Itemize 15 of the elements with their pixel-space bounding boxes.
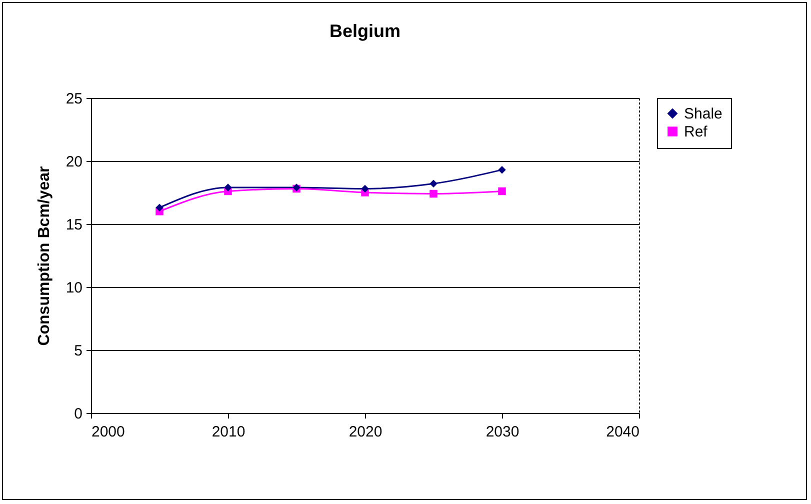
- y-tick-label: 5: [74, 342, 82, 360]
- x-tick-label: 2020: [348, 424, 382, 440]
- y-tick-label: 25: [66, 90, 82, 108]
- x-tick-label: 2040: [606, 424, 640, 440]
- y-tick-label: 0: [74, 406, 82, 422]
- y-tick-label: 10: [66, 280, 82, 296]
- x-tick-label: 2030: [486, 424, 520, 440]
- y-tick-label: 20: [66, 154, 82, 170]
- x-tick-label: 2000: [92, 424, 125, 440]
- legend-label: Shale: [684, 106, 722, 122]
- y-axis-title: Consumption Bcm/year: [36, 166, 53, 346]
- x-tick-label: 2010: [212, 424, 246, 440]
- legend-label: Ref: [684, 124, 708, 140]
- y-tick-label: 15: [66, 216, 82, 234]
- chart-title: Belgium: [329, 21, 401, 41]
